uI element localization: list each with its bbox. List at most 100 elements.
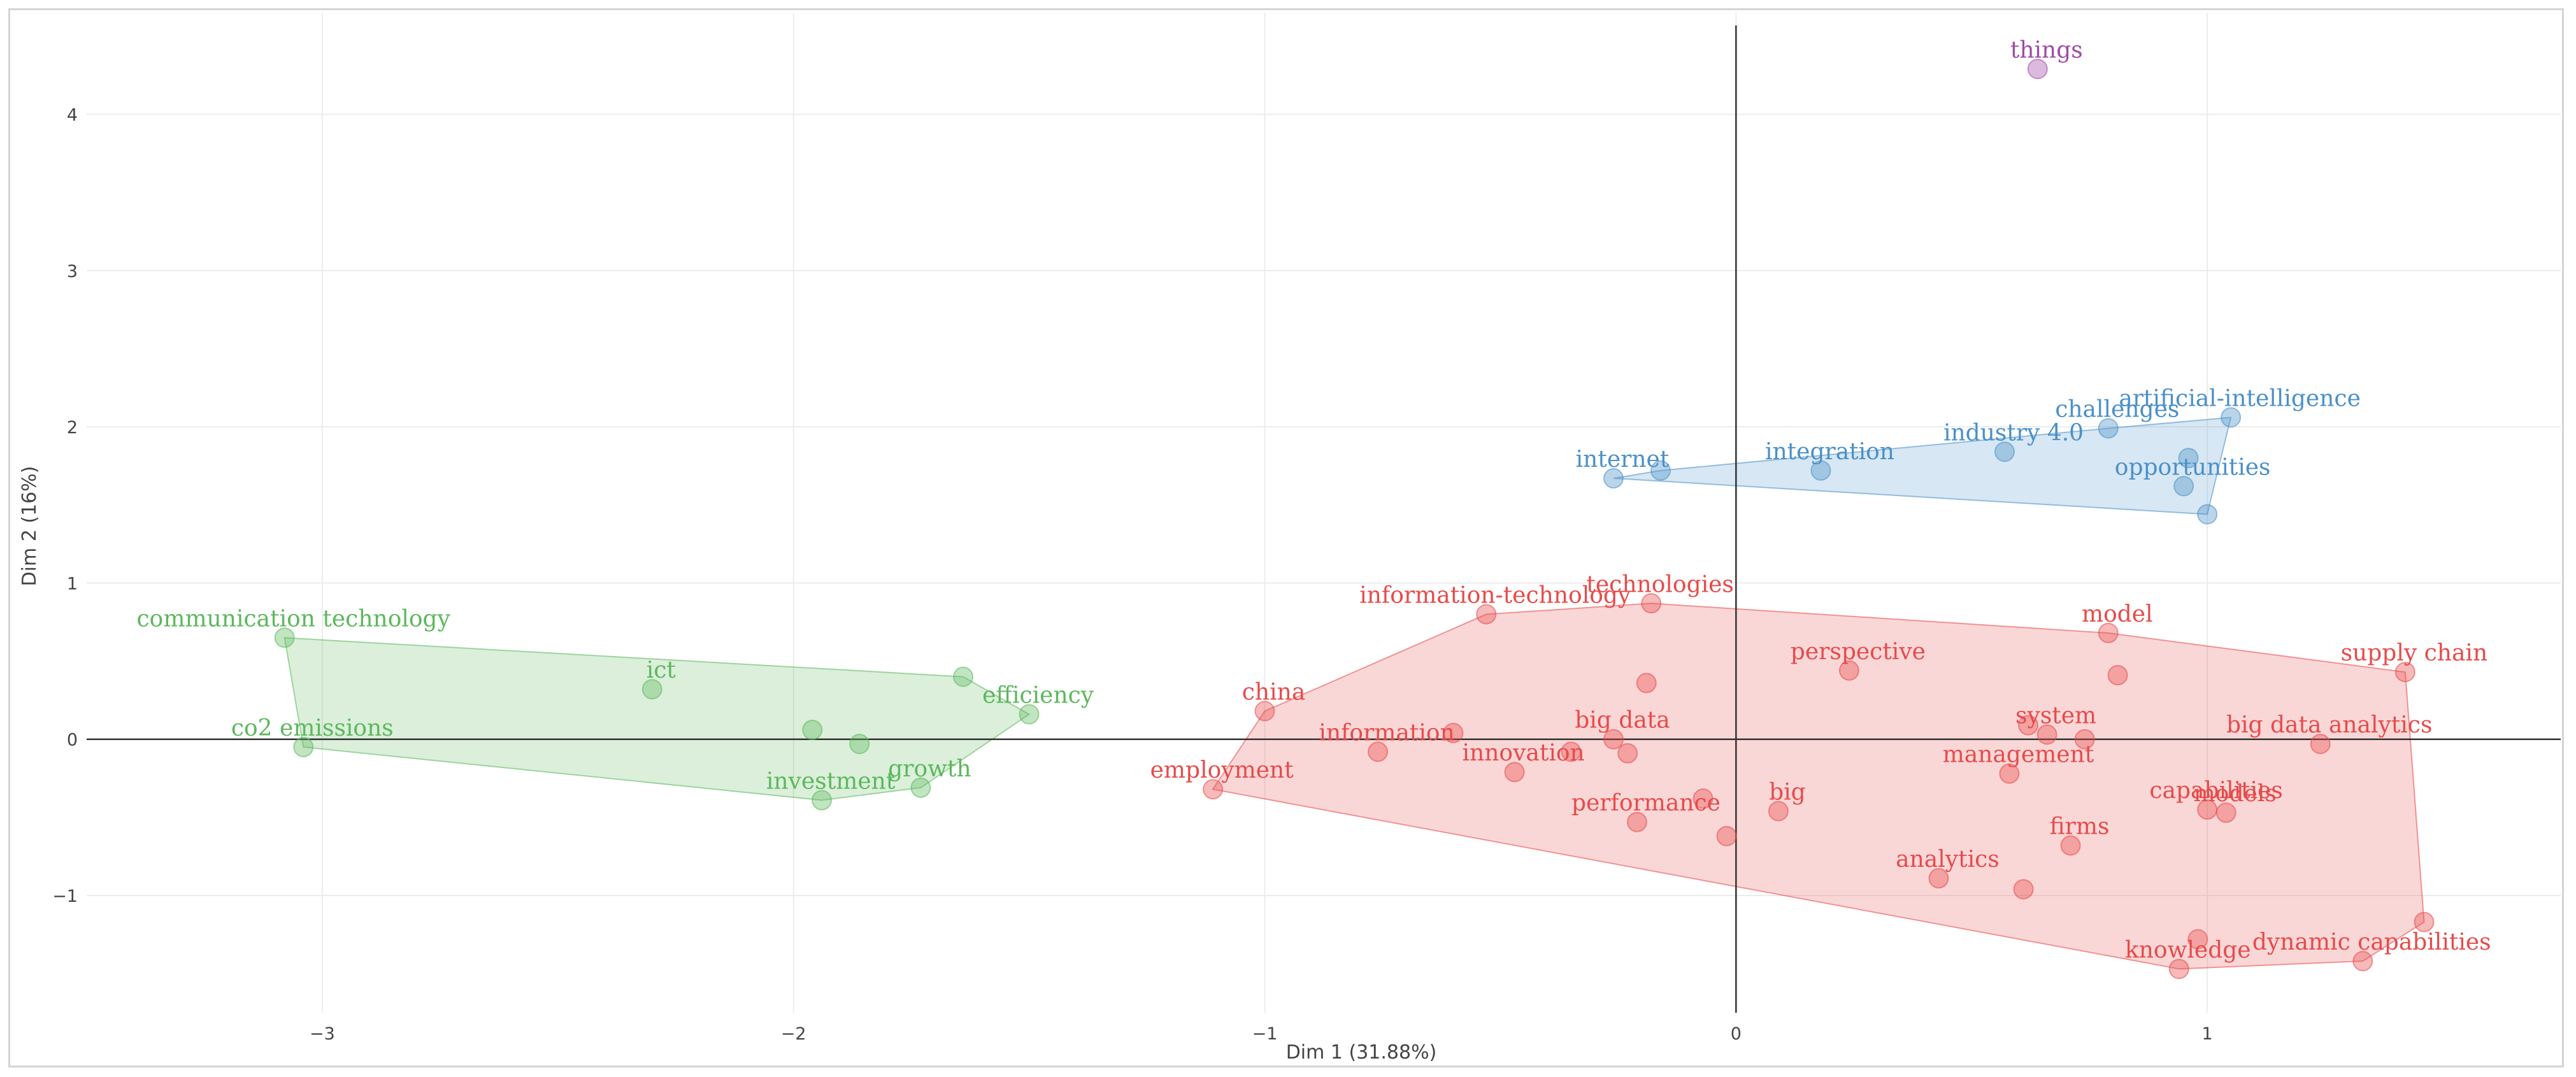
- point-label: opportunities: [2115, 454, 2271, 480]
- cluster-blue-point[interactable]: [2098, 418, 2119, 439]
- point-label: communication technology: [136, 606, 450, 632]
- cluster-blue-point[interactable]: [2173, 476, 2194, 497]
- point-label: system: [2015, 703, 2096, 729]
- cluster-blue-point[interactable]: [2197, 504, 2218, 525]
- cluster-red-point[interactable]: [2310, 734, 2331, 755]
- point-label: performance: [1571, 790, 1721, 817]
- cluster-green-point[interactable]: [1019, 704, 1040, 725]
- point-label: firms: [2050, 814, 2110, 840]
- cluster-blue-point[interactable]: [1810, 460, 1831, 481]
- point-label: internet: [1576, 446, 1670, 473]
- cluster-red-point[interactable]: [2107, 665, 2128, 686]
- cluster-red-point[interactable]: [2168, 959, 2189, 980]
- cluster-red-point[interactable]: [2352, 951, 2373, 972]
- x-tick-label: 1: [2202, 1024, 2213, 1044]
- cluster-red-point[interactable]: [1443, 722, 1464, 743]
- point-label: integration: [1765, 439, 1894, 465]
- cluster-red-point[interactable]: [1716, 825, 1737, 846]
- point-label: efficiency: [982, 682, 1094, 708]
- cluster-red-point[interactable]: [1692, 788, 1714, 809]
- cluster-red-point[interactable]: [1999, 763, 2020, 784]
- cluster-green-hull: [283, 637, 1031, 801]
- point-label: employment: [1150, 757, 1294, 783]
- y-tick-label: 4: [67, 105, 78, 125]
- cluster-green-point[interactable]: [812, 790, 833, 811]
- cluster-purple-point[interactable]: [2027, 59, 2048, 80]
- cluster-blue-point[interactable]: [1650, 460, 1671, 481]
- cluster-red-point[interactable]: [1368, 741, 1389, 762]
- cluster-blue-point[interactable]: [2221, 407, 2242, 428]
- point-label: dynamic capabilities: [2252, 929, 2491, 955]
- cluster-red-point[interactable]: [2074, 729, 2095, 750]
- cluster-blue-point[interactable]: [2178, 448, 2199, 469]
- point-label: artificial-intelligence: [2119, 385, 2361, 411]
- point-label: big data analytics: [2226, 712, 2433, 738]
- x-tick-label: 0: [1731, 1024, 1742, 1044]
- point-label: information: [1319, 720, 1454, 746]
- cluster-green-point[interactable]: [274, 627, 295, 648]
- point-label: supply chain: [2341, 640, 2488, 666]
- point-labels: communication technology ict co2 emissions…: [136, 37, 2491, 963]
- y-tick-label: 0: [67, 731, 78, 750]
- tick-labels: −3 −2 −1 0 1 −1 0 1 2 3 4: [52, 105, 2213, 1044]
- cluster-red-point[interactable]: [2060, 835, 2081, 856]
- cluster-red-point[interactable]: [2098, 622, 2119, 643]
- y-tick-label: 2: [67, 418, 78, 438]
- x-axis-title: Dim 1 (31.88%): [1286, 1041, 1437, 1064]
- cluster-red-point[interactable]: [2394, 662, 2415, 683]
- cluster-red-point[interactable]: [2018, 715, 2039, 736]
- cluster-green-point[interactable]: [641, 679, 662, 700]
- point-label: investment: [766, 768, 896, 794]
- point-label: big: [1769, 780, 1806, 806]
- cluster-red-point[interactable]: [1504, 762, 1525, 783]
- cluster-red-point[interactable]: [1561, 741, 1582, 762]
- point-label: technologies: [1586, 571, 1734, 597]
- cluster-red-point[interactable]: [2414, 911, 2435, 932]
- x-tick-label: −2: [781, 1024, 806, 1044]
- cluster-red-point[interactable]: [1476, 604, 1497, 625]
- cluster-green-point[interactable]: [910, 777, 931, 798]
- point-label: perspective: [1791, 639, 1926, 665]
- point-label: co2 emissions: [231, 715, 394, 741]
- y-axis-title: Dim 2 (16%): [18, 466, 41, 587]
- cluster-blue-point[interactable]: [1603, 468, 1624, 489]
- cluster-red-point[interactable]: [1617, 743, 1638, 764]
- point-label: information-technology: [1359, 582, 1631, 608]
- chart-frame: [8, 8, 2564, 1067]
- cluster-red-point[interactable]: [1768, 801, 1789, 822]
- x-tick-label: −1: [1252, 1024, 1278, 1044]
- cluster-red-point[interactable]: [1254, 701, 1275, 722]
- point-label: ict: [647, 657, 676, 683]
- cluster-red-point[interactable]: [2187, 929, 2208, 950]
- cluster-red-point[interactable]: [1641, 593, 1662, 614]
- cluster-red-point[interactable]: [1603, 729, 1624, 750]
- cluster-red-point[interactable]: [2036, 724, 2057, 745]
- point-label: big data: [1575, 708, 1670, 734]
- point-label: capabilities: [2149, 778, 2282, 804]
- point-label: industry 4.0: [1943, 420, 2084, 446]
- cluster-red-point[interactable]: [1203, 779, 1224, 800]
- cluster-green-point[interactable]: [849, 734, 870, 755]
- cluster-red-point[interactable]: [1928, 868, 1949, 889]
- point-label: china: [1242, 680, 1306, 706]
- y-tick-label: 3: [67, 262, 78, 282]
- cluster-red-point[interactable]: [1626, 811, 1647, 832]
- cluster-red-hull: [1212, 603, 2425, 970]
- cluster-red-point[interactable]: [1636, 673, 1657, 694]
- point-label: models: [2194, 781, 2277, 807]
- point-label: model: [2082, 601, 2153, 627]
- cluster-green-point[interactable]: [802, 719, 823, 740]
- point-label: innovation: [1463, 740, 1585, 766]
- point-label: management: [1943, 742, 2094, 768]
- cluster-red-point[interactable]: [2013, 879, 2034, 900]
- cluster-blue-hull: [1613, 417, 2232, 515]
- y-tick-label: 1: [67, 574, 78, 594]
- cluster-red-point[interactable]: [1838, 660, 1859, 681]
- cluster-blue-point[interactable]: [1994, 441, 2015, 462]
- cluster-green-point[interactable]: [293, 736, 314, 757]
- cluster-green-point[interactable]: [953, 666, 974, 687]
- cluster-red-point[interactable]: [2215, 802, 2236, 823]
- point-label: knowledge: [2125, 937, 2251, 963]
- zero-axes: [87, 25, 2561, 1013]
